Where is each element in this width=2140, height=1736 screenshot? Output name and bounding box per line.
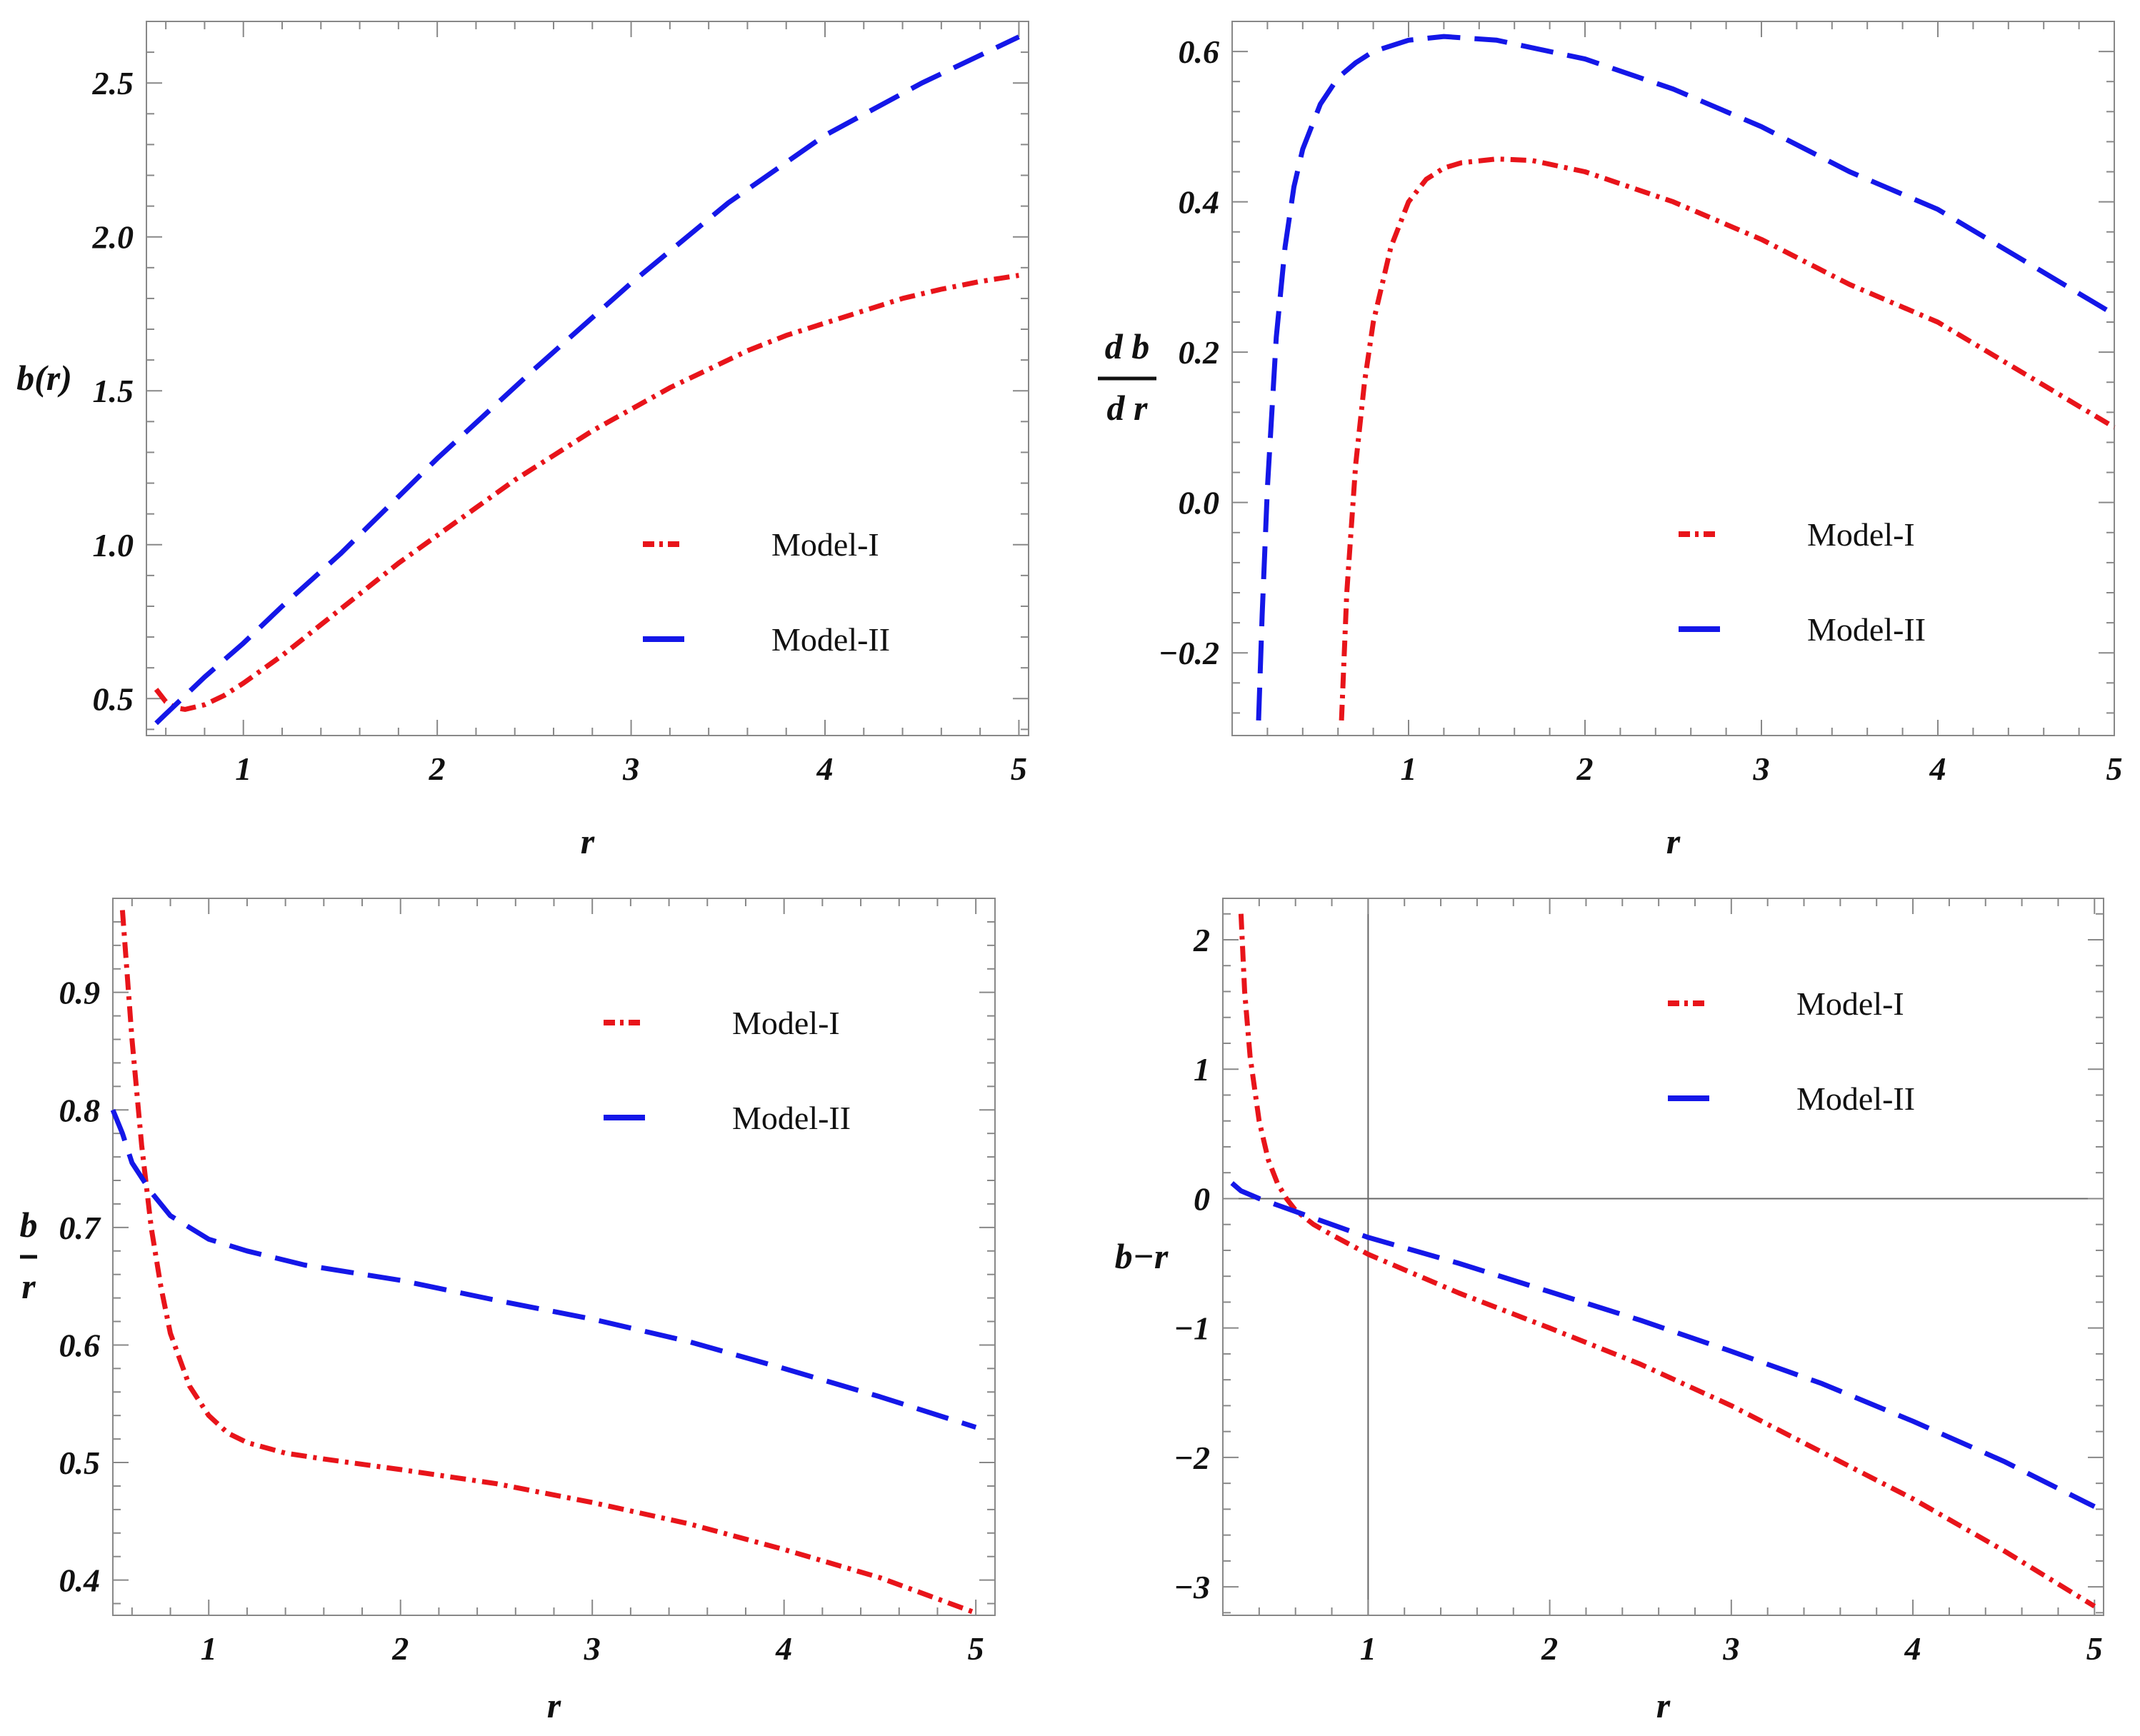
y-axis-label: b(r)	[16, 358, 72, 398]
x-tick-label: 5	[2106, 751, 2123, 787]
plot-frame	[112, 898, 996, 1616]
legend-label-model-i: Model-I	[771, 526, 879, 563]
y-tick-label: 2	[1193, 922, 1210, 958]
x-tick-label: 3	[1722, 1630, 1739, 1667]
x-tick-label: 1	[201, 1630, 217, 1667]
y-axis-label-numerator: b	[20, 1205, 38, 1245]
x-tick-label: 4	[1904, 1630, 1921, 1667]
x-axis-label: r	[1656, 1685, 1671, 1725]
y-tick-label: 0.9	[59, 975, 101, 1011]
y-tick-label: 2.0	[92, 219, 134, 256]
y-tick-label: 0.6	[1179, 34, 1220, 70]
legend: Model-I Model-II	[1668, 985, 1915, 1117]
y-tick-label: −3	[1174, 1569, 1210, 1605]
legend-label-model-ii: Model-II	[771, 621, 890, 658]
x-tick-label: 4	[816, 751, 834, 787]
legend-label-model-i: Model-I	[1807, 516, 1915, 553]
series-line-model-ii	[1230, 1181, 2096, 1509]
x-tick-label: 2	[429, 751, 446, 787]
y-axis-label-numerator: d b	[1105, 326, 1150, 366]
x-tick-label: 5	[2086, 1630, 2103, 1667]
series-line-model-i	[1339, 156, 2116, 721]
plot-frame	[146, 21, 1029, 736]
legend-label-model-i: Model-I	[1796, 985, 1904, 1022]
plot-frame	[1222, 898, 2104, 1616]
chart-panel-2: 1 2 3 4 5−0.20.00.20.40.6rd bd rModel-IModel…	[1098, 21, 2123, 861]
y-axis-label-denominator: d r	[1107, 388, 1149, 428]
y-tick-label: 0.8	[59, 1092, 101, 1128]
series-line-model-ii	[110, 1108, 977, 1430]
x-axis-label: r	[1666, 821, 1681, 861]
series-line-model-ii	[1256, 34, 2116, 721]
legend: Model-I Model-II	[643, 526, 890, 658]
y-tick-label: 0.5	[59, 1445, 101, 1481]
y-axis-label-denominator: r	[21, 1266, 36, 1306]
x-tick-label: 2	[1576, 751, 1594, 787]
y-axis-label: b−r	[1115, 1236, 1169, 1276]
x-tick-label: 2	[1541, 1630, 1558, 1667]
x-tick-label: 5	[1011, 751, 1027, 787]
x-tick-label: 4	[775, 1630, 792, 1667]
plot-frame	[1231, 21, 2115, 736]
series-line-model-i	[119, 910, 977, 1615]
y-tick-label: 0.4	[59, 1562, 101, 1599]
chart-panel-4: 1 2 3 4 5 −3 −2 −1 0 1 2 r b−r Model-I Model-II	[1115, 898, 2104, 1725]
legend: Model-I Model-II	[1679, 516, 1926, 648]
y-tick-label: −1	[1174, 1310, 1210, 1347]
x-axis-label: r	[547, 1685, 561, 1725]
chart-panel-3: 1 2 3 4 50.40.50.60.70.80.9rbrModel-IModel-I…	[20, 898, 996, 1725]
y-tick-label: 0.4	[1179, 184, 1220, 221]
x-tick-label: 1	[235, 751, 251, 787]
x-tick-label: 2	[391, 1630, 409, 1667]
y-tick-label: 0.7	[59, 1210, 102, 1246]
y-tick-label: 0.6	[59, 1327, 101, 1363]
y-tick-label: −0.2	[1159, 635, 1219, 671]
x-tick-label: 3	[584, 1630, 601, 1667]
y-tick-label: 0	[1194, 1180, 1210, 1217]
legend: Model-I Model-II	[604, 1005, 851, 1136]
y-tick-label: 0.2	[1179, 334, 1220, 371]
legend-label-model-ii: Model-II	[1807, 611, 1926, 648]
y-tick-label: −2	[1174, 1440, 1210, 1476]
y-tick-label: 0.0	[1179, 485, 1220, 521]
y-tick-label: 0.5	[93, 681, 134, 717]
x-tick-label: 4	[1929, 751, 1946, 787]
y-tick-label: 2.5	[92, 65, 134, 101]
x-tick-label: 1	[1360, 1630, 1376, 1667]
y-tick-label: 1.0	[93, 527, 134, 563]
y-tick-label: 1	[1194, 1051, 1210, 1088]
series-line-model-i	[1238, 913, 2096, 1609]
y-tick-label: 1.5	[93, 373, 134, 409]
legend-label-model-i: Model-I	[732, 1005, 840, 1041]
series-line-model-i	[154, 273, 1019, 712]
series-line-model-ii	[154, 34, 1020, 726]
legend-label-model-ii: Model-II	[732, 1100, 851, 1136]
x-tick-label: 5	[968, 1630, 984, 1667]
x-tick-label: 3	[622, 751, 639, 787]
legend-label-model-ii: Model-II	[1796, 1080, 1915, 1117]
x-axis-label: r	[581, 821, 595, 861]
x-tick-label: 3	[1753, 751, 1770, 787]
chart-panel-1: 1 2 3 4 5 0.5 1.0 1.5 2.0 2.5 r b(r) Model-I Model-II	[16, 21, 1029, 861]
x-tick-label: 1	[1401, 751, 1417, 787]
